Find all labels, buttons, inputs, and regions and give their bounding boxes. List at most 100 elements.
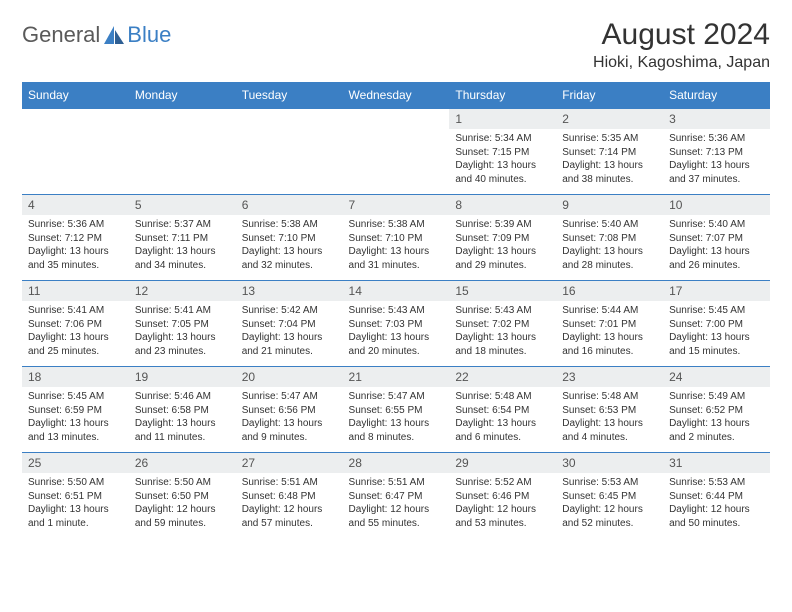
day-body: Sunrise: 5:48 AMSunset: 6:53 PMDaylight:…: [556, 387, 663, 448]
weekday-header: Wednesday: [343, 82, 450, 109]
day-body: Sunrise: 5:35 AMSunset: 7:14 PMDaylight:…: [556, 129, 663, 190]
sunset-text: Sunset: 6:45 PM: [562, 490, 657, 504]
sunset-text: Sunset: 6:50 PM: [135, 490, 230, 504]
calendar-page: General Blue August 2024 Hioki, Kagoshim…: [0, 0, 792, 549]
day-number: 21: [343, 367, 450, 387]
calendar-day-cell: 25Sunrise: 5:50 AMSunset: 6:51 PMDayligh…: [22, 453, 129, 539]
calendar-day-cell: 12Sunrise: 5:41 AMSunset: 7:05 PMDayligh…: [129, 281, 236, 367]
daylight-text: Daylight: 13 hours and 29 minutes.: [455, 245, 550, 272]
calendar-day-cell: 30Sunrise: 5:53 AMSunset: 6:45 PMDayligh…: [556, 453, 663, 539]
day-number: 1: [449, 109, 556, 129]
sunrise-text: Sunrise: 5:43 AM: [455, 304, 550, 318]
sunset-text: Sunset: 7:07 PM: [669, 232, 764, 246]
day-number: 28: [343, 453, 450, 473]
sunrise-text: Sunrise: 5:48 AM: [562, 390, 657, 404]
calendar-day-cell: 4Sunrise: 5:36 AMSunset: 7:12 PMDaylight…: [22, 195, 129, 281]
day-body: Sunrise: 5:49 AMSunset: 6:52 PMDaylight:…: [663, 387, 770, 448]
day-body: Sunrise: 5:38 AMSunset: 7:10 PMDaylight:…: [236, 215, 343, 276]
calendar-day-cell: 9Sunrise: 5:40 AMSunset: 7:08 PMDaylight…: [556, 195, 663, 281]
daylight-text: Daylight: 13 hours and 37 minutes.: [669, 159, 764, 186]
daylight-text: Daylight: 13 hours and 31 minutes.: [349, 245, 444, 272]
sunset-text: Sunset: 6:53 PM: [562, 404, 657, 418]
day-number: 5: [129, 195, 236, 215]
calendar-day-cell: 1Sunrise: 5:34 AMSunset: 7:15 PMDaylight…: [449, 109, 556, 195]
day-number: 17: [663, 281, 770, 301]
sunrise-text: Sunrise: 5:51 AM: [242, 476, 337, 490]
day-body: Sunrise: 5:37 AMSunset: 7:11 PMDaylight:…: [129, 215, 236, 276]
sunset-text: Sunset: 7:05 PM: [135, 318, 230, 332]
logo-sail-icon: [104, 26, 124, 44]
calendar-day-cell: 14Sunrise: 5:43 AMSunset: 7:03 PMDayligh…: [343, 281, 450, 367]
calendar-day-cell: 13Sunrise: 5:42 AMSunset: 7:04 PMDayligh…: [236, 281, 343, 367]
calendar-day-cell: 29Sunrise: 5:52 AMSunset: 6:46 PMDayligh…: [449, 453, 556, 539]
day-number: 2: [556, 109, 663, 129]
day-body: Sunrise: 5:39 AMSunset: 7:09 PMDaylight:…: [449, 215, 556, 276]
weekday-header: Tuesday: [236, 82, 343, 109]
calendar-day-cell: 2Sunrise: 5:35 AMSunset: 7:14 PMDaylight…: [556, 109, 663, 195]
daylight-text: Daylight: 13 hours and 26 minutes.: [669, 245, 764, 272]
sunrise-text: Sunrise: 5:41 AM: [28, 304, 123, 318]
day-number: 31: [663, 453, 770, 473]
logo: General Blue: [22, 22, 171, 48]
day-number: 7: [343, 195, 450, 215]
daylight-text: Daylight: 13 hours and 16 minutes.: [562, 331, 657, 358]
daylight-text: Daylight: 13 hours and 6 minutes.: [455, 417, 550, 444]
sunrise-text: Sunrise: 5:51 AM: [349, 476, 444, 490]
day-body: Sunrise: 5:53 AMSunset: 6:45 PMDaylight:…: [556, 473, 663, 534]
daylight-text: Daylight: 13 hours and 25 minutes.: [28, 331, 123, 358]
daylight-text: Daylight: 13 hours and 8 minutes.: [349, 417, 444, 444]
sunset-text: Sunset: 6:58 PM: [135, 404, 230, 418]
location-text: Hioki, Kagoshima, Japan: [593, 54, 770, 72]
sunrise-text: Sunrise: 5:47 AM: [349, 390, 444, 404]
calendar-day-cell: 26Sunrise: 5:50 AMSunset: 6:50 PMDayligh…: [129, 453, 236, 539]
sunset-text: Sunset: 7:08 PM: [562, 232, 657, 246]
day-body: Sunrise: 5:43 AMSunset: 7:02 PMDaylight:…: [449, 301, 556, 362]
daylight-text: Daylight: 12 hours and 53 minutes.: [455, 503, 550, 530]
daylight-text: Daylight: 13 hours and 23 minutes.: [135, 331, 230, 358]
weekday-header: Friday: [556, 82, 663, 109]
sunrise-text: Sunrise: 5:43 AM: [349, 304, 444, 318]
sunset-text: Sunset: 6:44 PM: [669, 490, 764, 504]
sunrise-text: Sunrise: 5:37 AM: [135, 218, 230, 232]
day-number: 8: [449, 195, 556, 215]
day-body: Sunrise: 5:38 AMSunset: 7:10 PMDaylight:…: [343, 215, 450, 276]
sunrise-text: Sunrise: 5:34 AM: [455, 132, 550, 146]
day-body: Sunrise: 5:45 AMSunset: 6:59 PMDaylight:…: [22, 387, 129, 448]
day-number: 20: [236, 367, 343, 387]
calendar-day-cell: 11Sunrise: 5:41 AMSunset: 7:06 PMDayligh…: [22, 281, 129, 367]
calendar-week-row: 1Sunrise: 5:34 AMSunset: 7:15 PMDaylight…: [22, 109, 770, 195]
calendar-day-cell: 6Sunrise: 5:38 AMSunset: 7:10 PMDaylight…: [236, 195, 343, 281]
day-body: Sunrise: 5:48 AMSunset: 6:54 PMDaylight:…: [449, 387, 556, 448]
day-number: 18: [22, 367, 129, 387]
sunrise-text: Sunrise: 5:41 AM: [135, 304, 230, 318]
sunrise-text: Sunrise: 5:50 AM: [135, 476, 230, 490]
daylight-text: Daylight: 13 hours and 4 minutes.: [562, 417, 657, 444]
sunset-text: Sunset: 7:00 PM: [669, 318, 764, 332]
daylight-text: Daylight: 13 hours and 9 minutes.: [242, 417, 337, 444]
sunrise-text: Sunrise: 5:36 AM: [28, 218, 123, 232]
sunset-text: Sunset: 6:52 PM: [669, 404, 764, 418]
calendar-day-cell: 28Sunrise: 5:51 AMSunset: 6:47 PMDayligh…: [343, 453, 450, 539]
day-body: Sunrise: 5:36 AMSunset: 7:12 PMDaylight:…: [22, 215, 129, 276]
daylight-text: Daylight: 13 hours and 28 minutes.: [562, 245, 657, 272]
daylight-text: Daylight: 12 hours and 52 minutes.: [562, 503, 657, 530]
day-number: [22, 109, 129, 115]
calendar-day-cell: 16Sunrise: 5:44 AMSunset: 7:01 PMDayligh…: [556, 281, 663, 367]
sunrise-text: Sunrise: 5:47 AM: [242, 390, 337, 404]
calendar-day-cell: [343, 109, 450, 195]
daylight-text: Daylight: 13 hours and 11 minutes.: [135, 417, 230, 444]
day-body: Sunrise: 5:53 AMSunset: 6:44 PMDaylight:…: [663, 473, 770, 534]
daylight-text: Daylight: 13 hours and 20 minutes.: [349, 331, 444, 358]
sunset-text: Sunset: 7:13 PM: [669, 146, 764, 160]
calendar-table: SundayMondayTuesdayWednesdayThursdayFrid…: [22, 82, 770, 539]
sunset-text: Sunset: 6:46 PM: [455, 490, 550, 504]
calendar-day-cell: 23Sunrise: 5:48 AMSunset: 6:53 PMDayligh…: [556, 367, 663, 453]
day-body: Sunrise: 5:50 AMSunset: 6:50 PMDaylight:…: [129, 473, 236, 534]
daylight-text: Daylight: 13 hours and 40 minutes.: [455, 159, 550, 186]
daylight-text: Daylight: 13 hours and 2 minutes.: [669, 417, 764, 444]
daylight-text: Daylight: 12 hours and 50 minutes.: [669, 503, 764, 530]
calendar-body: 1Sunrise: 5:34 AMSunset: 7:15 PMDaylight…: [22, 109, 770, 539]
day-number: 9: [556, 195, 663, 215]
daylight-text: Daylight: 12 hours and 55 minutes.: [349, 503, 444, 530]
day-body: Sunrise: 5:44 AMSunset: 7:01 PMDaylight:…: [556, 301, 663, 362]
